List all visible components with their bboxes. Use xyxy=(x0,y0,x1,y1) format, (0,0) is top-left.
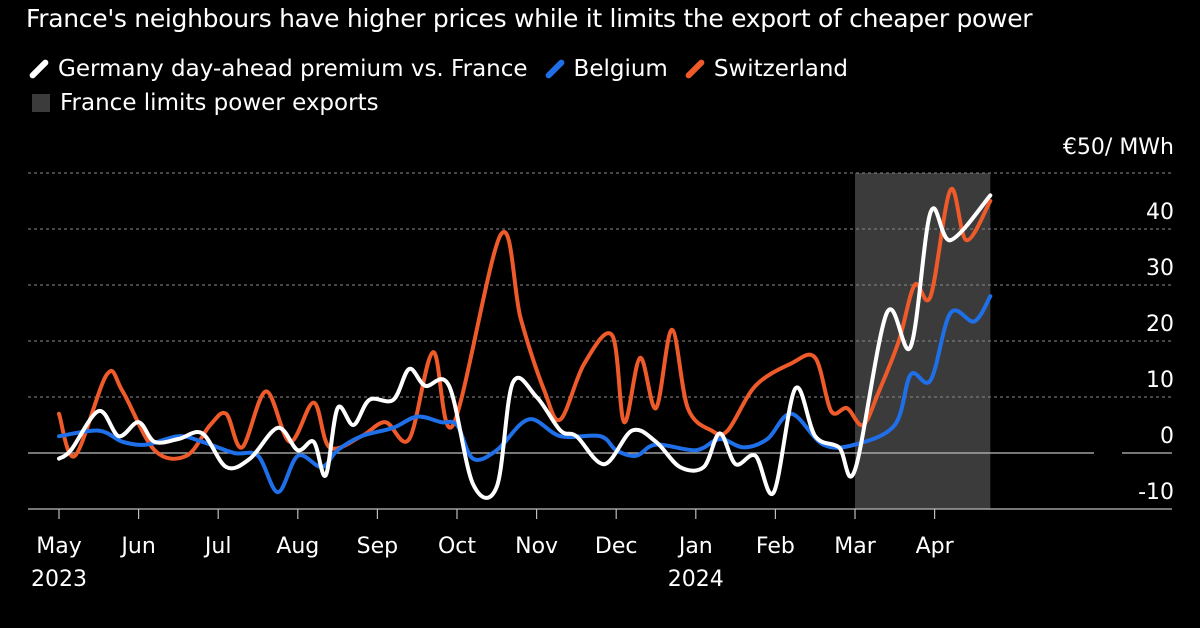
legend-item-germany: Germany day-ahead premium vs. France xyxy=(28,56,528,82)
y-tick-label: 20 xyxy=(1146,312,1174,337)
chart-title: France's neighbours have higher prices w… xyxy=(26,4,1033,33)
x-tick-year: 2024 xyxy=(668,567,724,592)
legend-box-shaded xyxy=(32,94,50,112)
legend-label-belgium: Belgium xyxy=(573,56,668,82)
x-tick-label: Nov xyxy=(515,534,558,559)
y-tick-label: 10 xyxy=(1146,368,1174,393)
legend-label-shaded: France limits power exports xyxy=(60,90,379,116)
y-unit-label: €50/ MWh xyxy=(1063,135,1174,160)
y-tick-label: 40 xyxy=(1146,200,1174,225)
x-tick-label: May xyxy=(36,534,81,559)
x-tick-label: Feb xyxy=(756,534,795,559)
legend-label-switzerland: Switzerland xyxy=(713,56,849,82)
legend-item-switzerland: Switzerland xyxy=(684,56,849,82)
x-tick-label: Jan xyxy=(677,534,713,559)
x-tick-label: Apr xyxy=(916,534,955,559)
y-tick-label: -10 xyxy=(1138,480,1174,505)
x-tick-label: Mar xyxy=(834,534,876,559)
y-tick-label: 30 xyxy=(1146,256,1174,281)
series-line-switzerland xyxy=(57,187,993,461)
x-tick-label: Jun xyxy=(119,534,155,559)
legend-item-belgium: Belgium xyxy=(543,56,668,82)
x-tick-label: Jul xyxy=(203,534,232,559)
y-tick-label: 0 xyxy=(1160,424,1174,449)
legend-shaded: France limits power exports xyxy=(30,90,379,116)
x-tick-label: Sep xyxy=(357,534,398,559)
series-line-germany xyxy=(57,193,993,500)
x-tick-label: Dec xyxy=(595,534,638,559)
x-tick-year: 2023 xyxy=(31,567,87,592)
series-line-belgium xyxy=(57,294,993,495)
x-tick-label: Aug xyxy=(276,534,319,559)
legend-label-germany: Germany day-ahead premium vs. France xyxy=(58,56,528,82)
x-tick-label: Oct xyxy=(438,534,476,559)
legend: Germany day-ahead premium vs. France Bel… xyxy=(28,56,866,82)
